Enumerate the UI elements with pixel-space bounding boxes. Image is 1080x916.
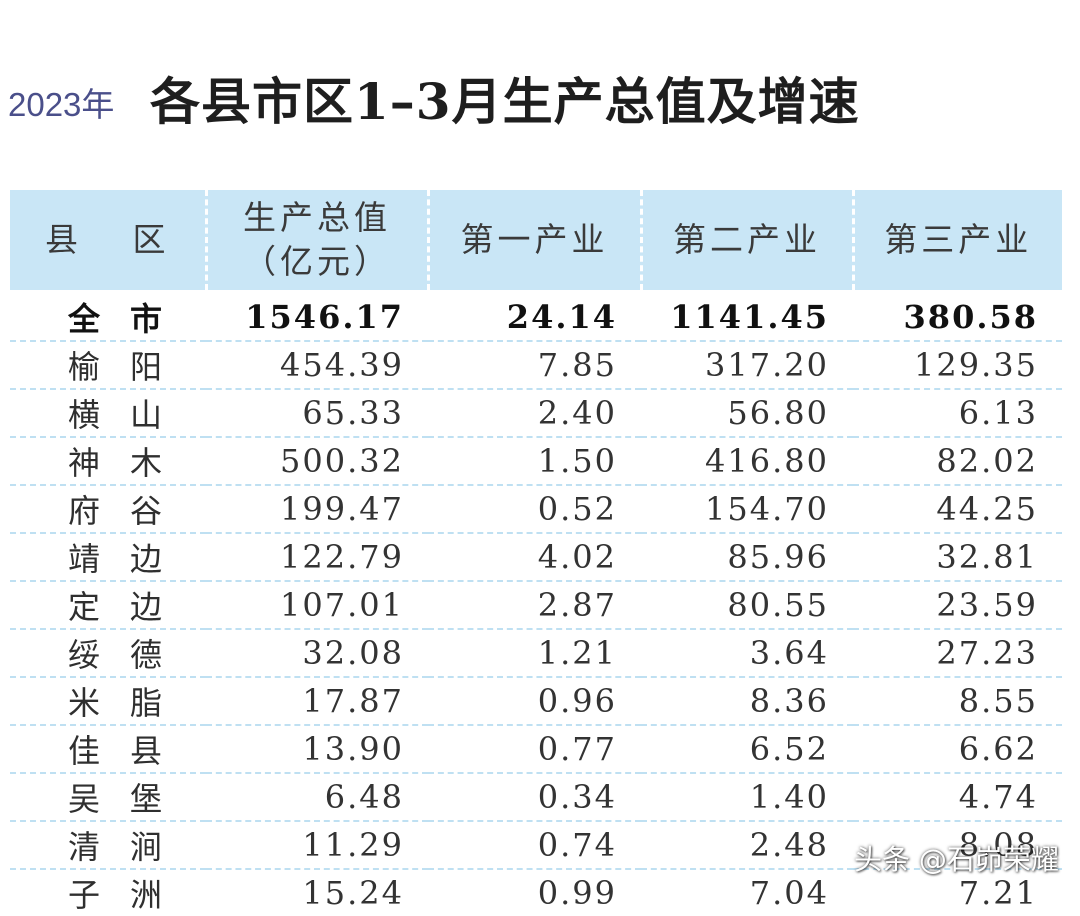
- cell-tertiary: 6.62: [958, 730, 1038, 768]
- cell-region: 横山: [68, 396, 193, 434]
- table-header: 县 区 生产总值 （亿元） 第一产业 第二产业 第三产业: [10, 190, 1062, 290]
- cell-primary: 4.02: [537, 538, 617, 576]
- cell-gdp: 11.29: [302, 826, 404, 864]
- column-header-gdp-line1: 生产总值: [243, 198, 391, 237]
- cell-secondary: 80.55: [727, 586, 829, 624]
- cell-secondary: 8.36: [749, 682, 829, 720]
- cell-primary: 0.77: [537, 730, 617, 768]
- cell-tertiary: 129.35: [914, 346, 1038, 384]
- cell-gdp: 199.47: [280, 490, 404, 528]
- column-header-secondary: 第二产业: [641, 190, 855, 290]
- cell-tertiary: 6.13: [958, 394, 1038, 432]
- cell-secondary: 3.64: [749, 634, 829, 672]
- cell-gdp: 6.48: [324, 778, 404, 816]
- cell-primary: 0.99: [537, 874, 617, 912]
- table-row: 神木 500.32 1.50 416.80 82.02: [10, 437, 1062, 485]
- cell-region: 子洲: [68, 876, 193, 914]
- table-row: 横山 65.33 2.40 56.80 6.13: [10, 389, 1062, 437]
- table-row-total: 全市 1546.17 24.14 1141.45 380.58: [10, 294, 1062, 341]
- cell-tertiary: 44.25: [936, 490, 1038, 528]
- gdp-table: 县 区 生产总值 （亿元） 第一产业 第二产业 第三产业 全市 1546.17 24…: [10, 190, 1062, 916]
- table-row: 定边 107.01 2.87 80.55 23.59: [10, 581, 1062, 629]
- cell-region: 全市: [68, 300, 193, 338]
- cell-gdp: 122.79: [280, 538, 404, 576]
- cell-region: 榆阳: [68, 348, 193, 386]
- cell-tertiary: 23.59: [936, 586, 1038, 624]
- page-title: 各县市区1–3月生产总值及增速: [150, 72, 860, 131]
- cell-region: 靖边: [68, 540, 193, 578]
- column-header-gdp: 生产总值 （亿元）: [206, 190, 430, 290]
- cell-primary: 2.40: [537, 394, 617, 432]
- cell-secondary: 2.48: [749, 826, 829, 864]
- cell-gdp: 32.08: [302, 634, 404, 672]
- table-row: 府谷 199.47 0.52 154.70 44.25: [10, 485, 1062, 533]
- cell-region: 神木: [68, 444, 193, 482]
- year-label: 2023年: [8, 86, 115, 123]
- cell-tertiary: 82.02: [936, 442, 1038, 480]
- cell-primary: 0.34: [537, 778, 617, 816]
- table-row: 绥德 32.08 1.21 3.64 27.23: [10, 629, 1062, 677]
- cell-primary: 0.96: [537, 682, 617, 720]
- table-header-row: 县 区 生产总值 （亿元） 第一产业 第二产业 第三产业: [10, 190, 1062, 290]
- watermark: 头条 @石峁荣耀: [854, 843, 1059, 876]
- cell-secondary: 1141.45: [670, 298, 829, 336]
- column-header-region: 县 区: [10, 190, 208, 290]
- table-row: 米脂 17.87 0.96 8.36 8.55: [10, 677, 1062, 725]
- cell-gdp: 65.33: [302, 394, 404, 432]
- table-row: 榆阳 454.39 7.85 317.20 129.35: [10, 341, 1062, 389]
- cell-secondary: 317.20: [705, 346, 829, 384]
- cell-secondary: 416.80: [705, 442, 829, 480]
- table-body: 全市 1546.17 24.14 1141.45 380.58 榆阳 454.39 7.85 3…: [10, 290, 1062, 916]
- cell-gdp: 107.01: [280, 586, 404, 624]
- cell-tertiary: 8.55: [958, 682, 1038, 720]
- cell-gdp: 1546.17: [245, 298, 404, 336]
- cell-tertiary: 27.23: [936, 634, 1038, 672]
- column-header-tertiary: 第三产业: [884, 220, 1033, 259]
- cell-primary: 2.87: [537, 586, 617, 624]
- cell-tertiary: 32.81: [936, 538, 1038, 576]
- cell-tertiary: 380.58: [903, 298, 1038, 336]
- header-separator: [10, 290, 1062, 294]
- cell-tertiary: 8.08: [958, 826, 1038, 864]
- column-header-gdp-line2: （亿元）: [243, 242, 391, 281]
- data-table-container: 县 区 生产总值 （亿元） 第一产业 第二产业 第三产业 全市 1546.17 24…: [10, 190, 1062, 916]
- cell-gdp: 500.32: [280, 442, 404, 480]
- table-row: 靖边 122.79 4.02 85.96 32.81: [10, 533, 1062, 581]
- column-header-primary: 第一产业: [428, 190, 643, 290]
- cell-secondary: 1.40: [749, 778, 829, 816]
- cell-primary: 7.85: [537, 346, 617, 384]
- cell-region: 绥德: [68, 636, 193, 674]
- cell-region: 定边: [68, 588, 193, 626]
- cell-tertiary: 4.74: [958, 778, 1038, 816]
- cell-secondary: 7.04: [749, 874, 829, 912]
- cell-region: 米脂: [68, 684, 193, 722]
- cell-gdp: 454.39: [280, 346, 404, 384]
- cell-region: 佳县: [68, 732, 193, 770]
- cell-primary: 0.74: [537, 826, 617, 864]
- cell-secondary: 85.96: [727, 538, 829, 576]
- cell-primary: 1.21: [537, 634, 617, 672]
- table-row: 吴堡 6.48 0.34 1.40 4.74: [10, 773, 1062, 821]
- cell-secondary: 154.70: [705, 490, 829, 528]
- cell-gdp: 17.87: [302, 682, 404, 720]
- cell-region: 清涧: [68, 828, 193, 866]
- cell-primary: 0.52: [537, 490, 617, 528]
- cell-secondary: 6.52: [749, 730, 829, 768]
- cell-gdp: 15.24: [302, 874, 404, 912]
- cell-region: 府谷: [68, 492, 193, 530]
- page-title-row: 2023年 各县市区1–3月生产总值及增速: [0, 58, 1080, 138]
- table-row: 佳县 13.90 0.77 6.52 6.62: [10, 725, 1062, 773]
- cell-gdp: 13.90: [302, 730, 404, 768]
- cell-primary: 24.14: [506, 298, 617, 336]
- cell-secondary: 56.80: [727, 394, 829, 432]
- cell-primary: 1.50: [537, 442, 617, 480]
- cell-region: 吴堡: [68, 780, 193, 818]
- table-row: 清涧 11.29 0.74 2.48 8.08: [10, 821, 1062, 869]
